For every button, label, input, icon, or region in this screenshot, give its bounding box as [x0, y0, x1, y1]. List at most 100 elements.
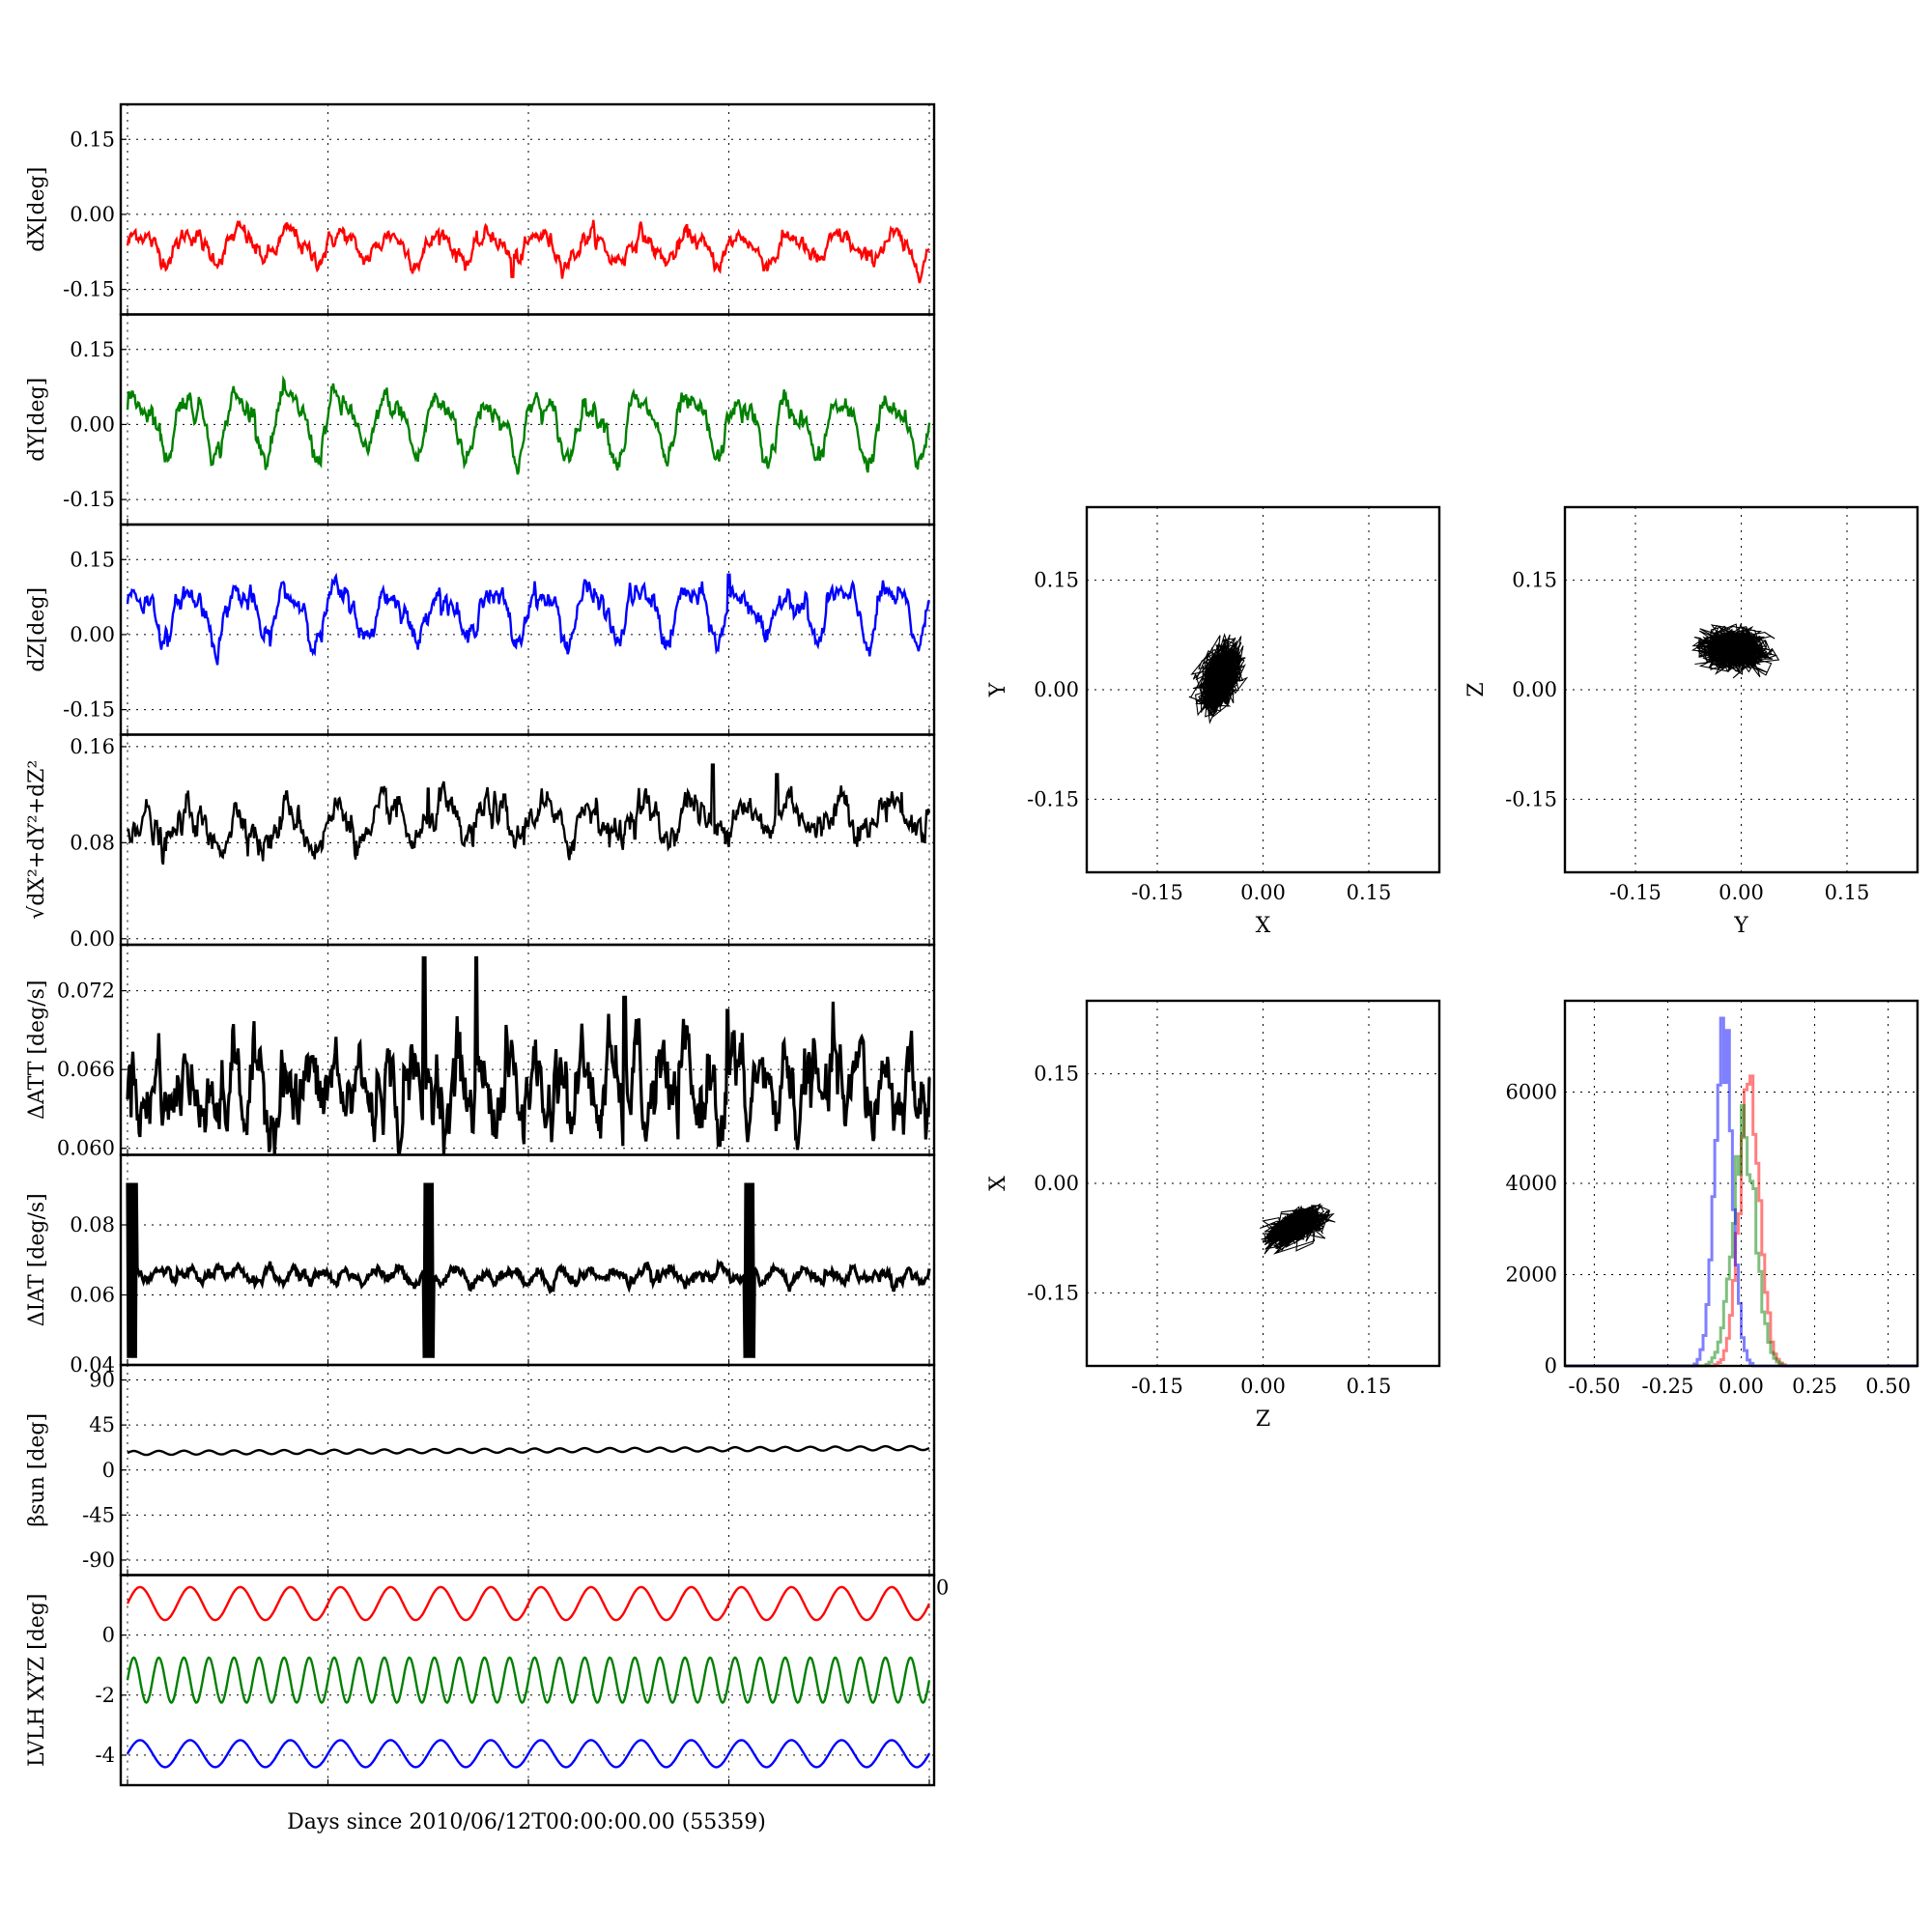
x-axis-label: Z [1256, 1407, 1270, 1432]
x-axis-label: Y [1733, 914, 1748, 938]
y-tick-label: 0.00 [70, 412, 115, 436]
y-axis-label: Z [1464, 682, 1489, 696]
y-tick-label: -0.15 [63, 698, 115, 722]
y-tick-label: -2 [96, 1684, 115, 1707]
panel-scatterXY: -0.15 0.00 0.15 0.15 0.00 -0.15 X Y [986, 505, 1441, 938]
x-tick-label: 0.15 [1347, 1375, 1392, 1398]
y-tick-label: 2000 [1506, 1264, 1557, 1287]
panel-beta: 90 45 0 -45 -90 βsun [deg] [25, 1363, 936, 1577]
y-tick-label: 0.08 [70, 831, 115, 854]
y-axis-label: dX[deg] [25, 167, 49, 252]
x-tick-label: -0.15 [1131, 1375, 1183, 1398]
series-line [126, 219, 930, 284]
series-line [126, 955, 931, 1155]
series-line [126, 572, 931, 666]
y-tick-label: 0.15 [70, 338, 115, 361]
panel-scatterYZ: -0.15 0.00 0.15 0.15 0.00 -0.15 Y Z [1464, 505, 1919, 938]
y-tick-label: 0.072 [57, 980, 115, 1003]
y-tick-label: 0.00 [70, 623, 115, 646]
panel-dR: 0.16 0.08 0.00 √dX²+dY²+dZ² [25, 733, 936, 951]
y-tick-label: 0 [1545, 1354, 1557, 1378]
panel-dY: 0.15 0.00 -0.15 dY[deg] [25, 313, 936, 526]
y-tick-label: 90 [89, 1369, 115, 1392]
panel-frame [119, 1363, 936, 1577]
y-tick-label: 0.15 [1034, 569, 1079, 592]
x-tick-label: 0.15 [1347, 881, 1392, 904]
series-line [126, 1182, 931, 1358]
x-tick-label: -0.15 [1131, 881, 1183, 904]
series-line [126, 1739, 931, 1769]
y-tick-label: -0.15 [1027, 787, 1079, 810]
y-axis-label: βsun [deg] [25, 1413, 49, 1527]
y-tick-label: 6000 [1506, 1081, 1557, 1104]
series-line [126, 1656, 931, 1705]
y-tick-label: 0.00 [1034, 678, 1079, 701]
x-tick-label: 0.25 [1792, 1375, 1837, 1398]
panel-frame [1563, 999, 1919, 1368]
x-tick-label: 0.00 [1240, 1375, 1286, 1398]
panel-frame [119, 1574, 936, 1787]
y-tick-label: 0.060 [57, 1137, 115, 1160]
y-axis-label: dZ[deg] [25, 587, 49, 672]
x-tick-label: -0.15 [1609, 881, 1662, 904]
panel-frame [119, 313, 936, 526]
y-tick-label: 0.15 [1512, 569, 1557, 592]
y-tick-label: 0.00 [70, 927, 115, 951]
y-tick-label: -45 [82, 1503, 115, 1526]
y-tick-label: -4 [96, 1744, 115, 1767]
y-tick-label: 0.15 [70, 128, 115, 151]
y-tick-label: 4000 [1506, 1172, 1557, 1195]
series-line [126, 1585, 931, 1622]
series-line [126, 375, 931, 475]
panel-dZ: 0.15 0.00 -0.15 dZ[deg] [25, 523, 936, 736]
y-axis-label: ΔATT [deg/s] [25, 980, 49, 1120]
y-tick-label: -90 [82, 1548, 115, 1572]
y-axis-label: LVLH XYZ [deg] [25, 1594, 49, 1768]
panel-frame [1085, 999, 1441, 1368]
y-tick-label: -0.15 [63, 488, 115, 511]
panel-scatterZX: -0.15 0.00 0.15 0.15 0.00 -0.15 Z X [986, 999, 1441, 1432]
x-tick-label: 0.15 [1825, 881, 1870, 904]
y-axis-label: dY[deg] [25, 378, 49, 462]
y-tick-label: 0.00 [1512, 678, 1557, 701]
y-tick-label-extra: 0 [936, 1577, 949, 1600]
y-axis-label: ΔIAT [deg/s] [25, 1193, 49, 1326]
panel-dX: 0.15 0.00 -0.15 dX[deg] [25, 102, 936, 316]
panel-lvlh: 0 -2 -4 LVLH XYZ [deg] [25, 1574, 936, 1787]
x-tick-label: 0.50 [1865, 1375, 1911, 1398]
x-tick-label: 0.00 [1240, 881, 1286, 904]
x-tick-label: 0.00 [1719, 1375, 1764, 1398]
panel-frame [119, 733, 936, 947]
panel-dATT: 0.072 0.066 0.060 ΔATT [deg/s] [25, 943, 936, 1160]
scatter-trace [1259, 1203, 1336, 1255]
y-tick-label: 45 [89, 1413, 115, 1436]
series-line [126, 763, 931, 866]
y-tick-label: 0.00 [1034, 1172, 1079, 1195]
panel-frame [1563, 505, 1919, 874]
panel-frame [119, 102, 936, 316]
y-tick-label: 0.00 [70, 203, 115, 226]
y-tick-label: 0.15 [1034, 1063, 1079, 1086]
y-tick-label: 0 [102, 1624, 115, 1647]
time-axis-label: Days since 2010/06/12T00:00:00.00 (55359… [287, 1810, 766, 1834]
y-tick-label: 0.08 [70, 1213, 115, 1236]
y-tick-label: 0.15 [70, 548, 115, 571]
y-axis-label: Y [986, 682, 1010, 697]
y-tick-label: 0 [102, 1459, 115, 1482]
y-tick-label: -0.15 [63, 278, 115, 301]
series-line [127, 1444, 930, 1457]
y-tick-label: 0.06 [70, 1284, 115, 1307]
x-axis-label: X [1256, 914, 1271, 938]
panel-dIAT: 0.08 0.06 0.04 ΔIAT [deg/s] [25, 1153, 936, 1377]
panel-frame [119, 1153, 936, 1367]
x-tick-label: -0.50 [1568, 1375, 1620, 1398]
y-tick-label: 0.04 [70, 1353, 115, 1377]
y-tick-label: 0.16 [70, 735, 115, 758]
scatter-trace [1188, 633, 1249, 724]
y-tick-label: 0.066 [57, 1058, 115, 1081]
panel-hist: -0.50 -0.25 0.00 0.25 0.50 6000 4000 2000 0 [1506, 999, 1919, 1398]
y-axis-label: X [986, 1176, 1010, 1191]
x-tick-label: -0.25 [1642, 1375, 1694, 1398]
y-tick-label: -0.15 [1505, 787, 1557, 810]
